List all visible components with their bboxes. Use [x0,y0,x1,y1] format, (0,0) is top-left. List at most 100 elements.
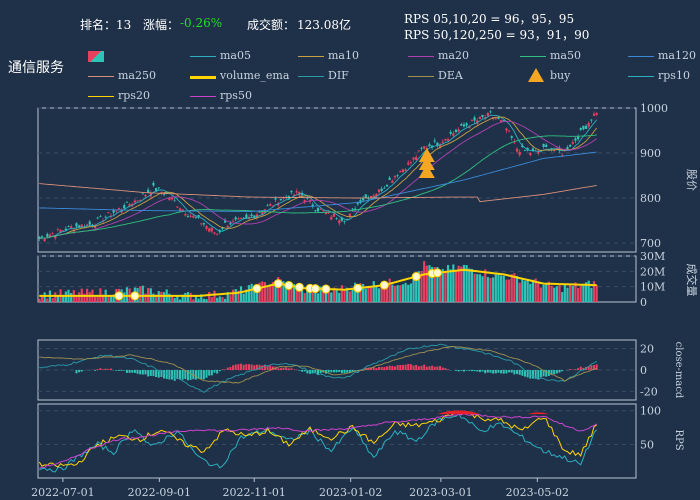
line-rps10 [39,412,598,473]
macd-bar [319,370,322,373]
candle-body [208,228,211,232]
macd-bar [123,370,126,371]
volume-bar [324,291,328,302]
macd-bar [478,370,481,373]
volume-bar [139,286,142,302]
macd-bar [526,370,529,378]
legend-label-volume_ema: volume_ema [220,69,290,82]
volume-bar [444,272,447,302]
macd-bar [171,370,174,380]
macd-bar [431,365,434,370]
candle-body [258,211,261,213]
candle-body [38,236,41,239]
volume-bar [314,286,317,302]
volume-bar [322,288,325,302]
volume-bar [473,273,476,302]
candle-body [529,152,532,156]
candle-body [131,203,134,206]
volume-bar [83,293,86,302]
volume-bar [247,285,251,302]
macd-bar [99,368,102,370]
macd-bar [521,370,524,376]
macd-bar [502,370,505,374]
candle-body [46,234,49,237]
candle-body [383,187,386,189]
volume-bar [492,277,495,302]
candle-body [255,214,259,218]
candle-body [311,204,314,207]
volume-bar [367,286,370,302]
volume-bar [515,275,519,302]
macd-bar [306,370,309,374]
rps-summary-long: RPS 50,120,250 = 93，91，90 [404,28,590,42]
macd-bar [372,366,375,370]
volume-bar [266,286,269,302]
candle-body [545,144,548,148]
macd-bar [131,370,134,373]
volume-bar [590,288,593,302]
macd-bar [537,370,540,380]
macd-bar [492,370,495,374]
volume-bar [96,296,99,302]
legend-swatch-DEA [408,76,434,77]
candle-body [441,141,444,143]
macd-bar [433,366,436,370]
macd-axis-label: close-macd [673,342,684,399]
macd-bar [481,370,484,372]
macd-bar [194,370,197,380]
volume-bar [38,298,41,302]
volume-signal-dot [353,283,363,293]
candle-icon [88,51,104,62]
volume-signal-dot [252,284,262,294]
candle-body [125,201,129,203]
candle-body [438,144,442,148]
legend-swatch-ma10 [298,56,324,57]
macd-bar [351,370,354,373]
macd-bar [141,370,144,375]
candle-body [99,216,102,218]
volume-bar [523,280,527,302]
volume-signal-dot [130,291,140,301]
volume-bar [587,280,590,302]
macd-bar [370,367,373,370]
volume-axis-label: 成交量 [685,264,699,297]
volume-bar [529,283,532,302]
volume-bar [327,290,330,302]
volume-bar [404,282,407,302]
candle-body [178,208,182,211]
candle-body [462,124,466,127]
candle-body [200,223,203,225]
candle-body [107,212,110,214]
price-tick-label: 1000 [640,102,668,115]
volume-bar [507,279,511,302]
macd-bar [155,370,158,378]
volume-bar [462,264,466,302]
candle-body [303,200,306,203]
macd-bar [210,370,213,376]
volume-bar [141,285,144,302]
candle-body [595,112,598,115]
volume-bar [497,273,500,302]
macd-bar [436,366,439,370]
volume-bar [420,271,423,302]
candle-body [168,197,171,201]
volume-bar [290,283,293,302]
candle-body [43,238,46,242]
candle-body [176,206,179,208]
rps-tick-label: 50 [640,438,654,451]
volume-bar [348,291,351,302]
candle-body [210,227,213,232]
macd-bar [378,366,381,370]
macd-bar [96,369,99,370]
volume-bar [274,283,277,302]
buy-triangle-icon [528,68,544,82]
volume-bar [518,282,521,302]
volume-bar [362,284,365,302]
macd-bar [216,370,219,374]
volume-signal-dot [310,284,320,294]
x-tick-label: 2022-09-01 [128,486,191,499]
volume-bar [205,299,208,302]
volume-signal-dot [284,280,294,290]
rank-label: 排名： [80,18,117,32]
volume-bar [550,285,553,302]
